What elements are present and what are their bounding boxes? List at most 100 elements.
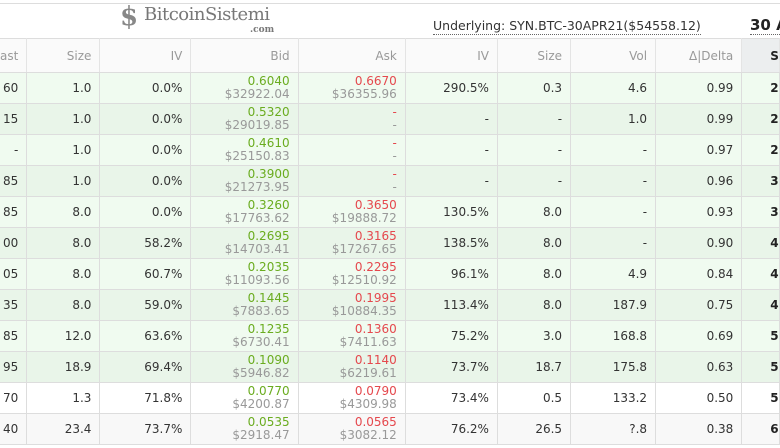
strike-cell[interactable]: 3	[741, 165, 780, 197]
ask-size-cell[interactable]: -	[497, 134, 572, 166]
last-cell[interactable]: 70	[0, 382, 28, 414]
ask-size-cell[interactable]: 8.0	[497, 289, 572, 321]
iv-cell[interactable]: 58.2%	[99, 227, 192, 259]
delta-cell[interactable]: 0.38	[655, 413, 743, 445]
iv-cell[interactable]: 69.4%	[99, 351, 192, 383]
strike-cell[interactable]: 5	[741, 351, 780, 383]
strike-cell[interactable]: 2	[741, 103, 780, 135]
size-cell[interactable]: 8.0	[26, 258, 101, 290]
size-cell[interactable]: 8.0	[26, 289, 101, 321]
col-last-header[interactable]: ast	[0, 38, 28, 73]
ask-iv-cell[interactable]: -	[405, 134, 498, 166]
last-cell[interactable]: 35	[0, 289, 28, 321]
bid-cell[interactable]: 0.3260 $17763.62	[190, 196, 299, 228]
size-cell[interactable]: 1.0	[26, 165, 101, 197]
delta-cell[interactable]: 0.99	[655, 72, 743, 104]
last-cell[interactable]: 40	[0, 413, 28, 445]
ask-cell[interactable]: 0.3650 $19888.72	[298, 196, 406, 228]
expiry-title[interactable]: 30 A	[750, 16, 780, 35]
col-strike-header[interactable]: S	[741, 38, 780, 73]
last-cell[interactable]: 00	[0, 227, 28, 259]
vol-cell[interactable]: 4.6	[570, 72, 657, 104]
delta-cell[interactable]: 0.50	[655, 382, 743, 414]
ask-size-cell[interactable]: 8.0	[497, 258, 572, 290]
size-cell[interactable]: 23.4	[26, 413, 101, 445]
ask-iv-cell[interactable]: 130.5%	[405, 196, 498, 228]
strike-cell[interactable]: 4	[741, 289, 780, 321]
last-cell[interactable]: 60	[0, 72, 28, 104]
strike-cell[interactable]: 4	[741, 258, 780, 290]
ask-size-cell[interactable]: -	[497, 103, 572, 135]
bid-cell[interactable]: 0.6040 $32922.04	[190, 72, 299, 104]
table-row[interactable]: 35 8.0 59.0% 0.1445 $7883.65 0.1995 $10884.35 1…	[0, 289, 780, 321]
ask-cell[interactable]: --	[298, 165, 406, 197]
bid-cell[interactable]: 0.1445 $7883.65	[190, 289, 299, 321]
table-row[interactable]: 15 1.0 0.0% 0.5320 $29019.85- - - -1.0 0.99 2	[0, 103, 780, 135]
bid-cell[interactable]: 0.1090 $5946.82	[190, 351, 299, 383]
strike-cell[interactable]: 5	[741, 320, 780, 352]
ask-iv-cell[interactable]: -	[405, 165, 498, 197]
delta-cell[interactable]: 0.99	[655, 103, 743, 135]
vol-cell[interactable]: 168.8	[570, 320, 657, 352]
ask-iv-cell[interactable]: 75.2%	[405, 320, 498, 352]
table-row[interactable]: 00 8.0 58.2% 0.2695 $14703.41 0.3165 $17267.65…	[0, 227, 780, 259]
ask-size-cell[interactable]: 0.3	[497, 72, 572, 104]
table-row[interactable]: 60 1.0 0.0% 0.6040 $32922.04 0.6670 $36355.96 2…	[0, 72, 780, 104]
ask-cell[interactable]: --	[298, 134, 406, 166]
delta-cell[interactable]: 0.84	[655, 258, 743, 290]
col-size-header[interactable]: Size	[26, 38, 101, 73]
delta-cell[interactable]: 0.63	[655, 351, 743, 383]
strike-cell[interactable]: 3	[741, 196, 780, 228]
strike-cell[interactable]: 4	[741, 227, 780, 259]
ask-cell[interactable]: 0.1360 $7411.63	[298, 320, 406, 352]
size-cell[interactable]: 8.0	[26, 196, 101, 228]
ask-iv-cell[interactable]: 290.5%	[405, 72, 498, 104]
size-cell[interactable]: 1.0	[26, 72, 101, 104]
ask-iv-cell[interactable]: 138.5%	[405, 227, 498, 259]
ask-cell[interactable]: 0.1995 $10884.35	[298, 289, 406, 321]
ask-cell[interactable]: --	[298, 103, 406, 135]
col-iv-header[interactable]: IV	[99, 38, 192, 73]
delta-cell[interactable]: 0.69	[655, 320, 743, 352]
size-cell[interactable]: 12.0	[26, 320, 101, 352]
bid-cell[interactable]: 0.3900 $21273.95	[190, 165, 299, 197]
vol-cell[interactable]: -	[570, 134, 657, 166]
bid-cell[interactable]: 0.2035 $11093.56	[190, 258, 299, 290]
col-vol-header[interactable]: Vol	[570, 38, 657, 73]
last-cell[interactable]: 85	[0, 320, 28, 352]
iv-cell[interactable]: 0.0%	[99, 134, 192, 166]
iv-cell[interactable]: 0.0%	[99, 196, 192, 228]
ask-size-cell[interactable]: 8.0	[497, 227, 572, 259]
ask-iv-cell[interactable]: 73.7%	[405, 351, 498, 383]
strike-cell[interactable]: 5	[741, 382, 780, 414]
underlying-label[interactable]: Underlying: SYN.BTC-30APR21($54558.12)	[433, 18, 701, 35]
size-cell[interactable]: 1.0	[26, 134, 101, 166]
last-cell[interactable]: 15	[0, 103, 28, 135]
vol-cell[interactable]: -	[570, 227, 657, 259]
bid-cell[interactable]: 0.0770 $4200.87	[190, 382, 299, 414]
ask-iv-cell[interactable]: 96.1%	[405, 258, 498, 290]
vol-cell[interactable]: 4.9	[570, 258, 657, 290]
strike-cell[interactable]: 6	[741, 413, 780, 445]
vol-cell[interactable]: -	[570, 165, 657, 197]
ask-cell[interactable]: 0.6670 $36355.96	[298, 72, 406, 104]
ask-cell[interactable]: 0.0790 $4309.98	[298, 382, 406, 414]
iv-cell[interactable]: 73.7%	[99, 413, 192, 445]
iv-cell[interactable]: 60.7%	[99, 258, 192, 290]
col-ask-header[interactable]: Ask	[298, 38, 406, 73]
delta-cell[interactable]: 0.75	[655, 289, 743, 321]
vol-cell[interactable]: -	[570, 196, 657, 228]
table-row[interactable]: -1.0 0.0% 0.4610 $25150.83- - - - -0.97 2	[0, 134, 780, 166]
last-cell[interactable]: 85	[0, 165, 28, 197]
col-bid-header[interactable]: Bid	[190, 38, 299, 73]
vol-cell[interactable]: 1.0	[570, 103, 657, 135]
col-ask-iv-header[interactable]: IV	[405, 38, 498, 73]
ask-size-cell[interactable]: 0.5	[497, 382, 572, 414]
col-delta-header[interactable]: Δ|Delta	[655, 38, 743, 73]
vol-cell[interactable]: 133.2	[570, 382, 657, 414]
iv-cell[interactable]: 0.0%	[99, 103, 192, 135]
ask-size-cell[interactable]: 8.0	[497, 196, 572, 228]
iv-cell[interactable]: 0.0%	[99, 72, 192, 104]
ask-size-cell[interactable]: 3.0	[497, 320, 572, 352]
last-cell[interactable]: 95	[0, 351, 28, 383]
